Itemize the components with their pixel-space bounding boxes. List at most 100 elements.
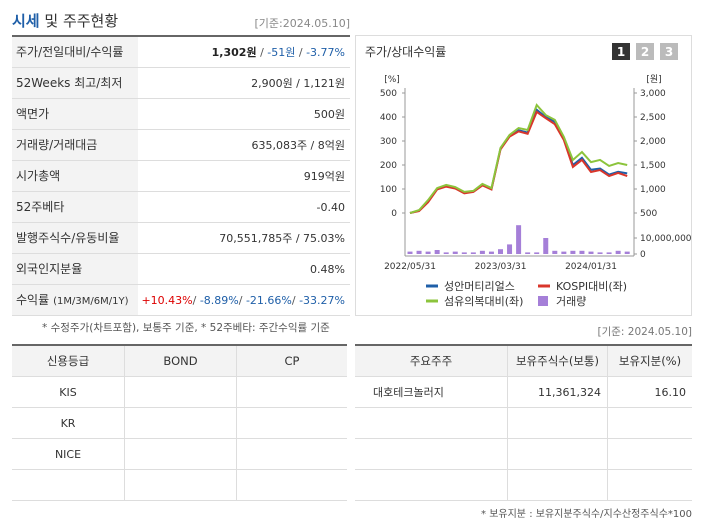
label: 52주베타 xyxy=(16,200,65,214)
footer: * 보유지분 : 보유지분주식수/지수산정주식수*100 xyxy=(481,509,692,520)
table-cell xyxy=(607,439,692,470)
row-value: -0.40 xyxy=(138,192,350,223)
label: 52Weeks 최고/최저 xyxy=(16,76,123,90)
label-note: (1M/3M/6M/1Y) xyxy=(53,296,129,307)
value-part: / xyxy=(256,46,268,59)
y2-tick-label: 2,000 xyxy=(640,137,666,147)
volume-bar xyxy=(552,250,558,254)
x-tick-label: 2024/01/31 xyxy=(565,262,617,272)
tab-label: 1 xyxy=(617,45,625,59)
volume-bar xyxy=(543,238,549,254)
value-part: 635,083주 / 8억원 xyxy=(251,139,345,152)
row-label: 수익률 (1M/3M/6M/1Y) xyxy=(12,285,138,316)
volume-bar xyxy=(488,251,494,254)
value-part: / xyxy=(295,46,307,59)
table-header: 보유주식수(보통) xyxy=(507,346,607,377)
label: 발행주식수/유동비율 xyxy=(16,231,120,245)
table-cell xyxy=(607,470,692,501)
label: 수익률 xyxy=(16,293,50,307)
value-part: / xyxy=(238,294,246,307)
value-part: -0.40 xyxy=(316,201,345,214)
y3-tick-label: 10,000,000 xyxy=(640,234,692,244)
row-value: 70,551,785주 / 75.03% xyxy=(138,223,350,254)
date: [기준:2024.05.10] xyxy=(254,17,350,30)
chart-title: 주가/상대수익률 xyxy=(365,45,446,59)
x-tick-label: 2022/05/31 xyxy=(384,262,436,272)
tab[interactable] xyxy=(660,43,678,60)
value-part: 0.48% xyxy=(310,263,345,276)
row-label: 거래량/거래대금 xyxy=(12,130,138,161)
value-part: 919억원 xyxy=(303,170,345,183)
row-label: 액면가 xyxy=(12,99,138,130)
value-part: +10.43% xyxy=(141,294,193,307)
y2-tick-label: 1,500 xyxy=(640,161,666,171)
volume-bar xyxy=(425,251,431,254)
value-part: -33.27% xyxy=(299,294,345,307)
label: 외국인지분율 xyxy=(16,262,83,276)
chart-panel xyxy=(355,35,692,316)
y2-axis-label: [원] xyxy=(646,74,661,85)
y2-tick-label: 1,000 xyxy=(640,185,666,195)
row-label: 52주베타 xyxy=(12,192,138,223)
value-part: 70,551,785주 / 75.03% xyxy=(219,232,345,245)
table-cell xyxy=(355,408,507,439)
y-tick-label: 0 xyxy=(391,209,397,219)
row-label: 발행주식수/유동비율 xyxy=(12,223,138,254)
legend-label: 성안머티리얼스 xyxy=(444,279,515,293)
volume-bar xyxy=(588,251,594,254)
volume-bar xyxy=(470,252,476,254)
table-cell xyxy=(507,439,607,470)
y-tick-label: 400 xyxy=(380,113,397,123)
volume-bar xyxy=(479,250,485,254)
y2-tick-label: 3,000 xyxy=(640,89,666,99)
y2-tick-label: 2,500 xyxy=(640,113,666,123)
label: 액면가 xyxy=(16,107,50,121)
note: * 수정주가(차트포함), 보통주 기준, * 52주베타: 주간수익률 기준 xyxy=(42,322,330,334)
volume-bar xyxy=(443,252,449,254)
volume-bar xyxy=(461,252,467,254)
value-part: -3.77% xyxy=(306,46,345,59)
table-top xyxy=(12,344,347,346)
table-cell xyxy=(236,408,347,439)
y-tick-label: 200 xyxy=(380,161,397,171)
table-cell xyxy=(124,470,236,501)
label: 시가총액 xyxy=(16,169,61,183)
table-cell xyxy=(507,408,607,439)
table-cell: 16.10 xyxy=(607,377,692,408)
tab[interactable] xyxy=(636,43,654,60)
row-label: 52Weeks 최고/최저 xyxy=(12,68,138,99)
volume-bar xyxy=(561,251,567,254)
label: 거래량/거래대금 xyxy=(16,138,98,152)
y-axis-label: [%] xyxy=(384,75,400,85)
table-header: BOND xyxy=(124,346,236,377)
tab-label: 3 xyxy=(665,45,673,59)
table-cell xyxy=(124,439,236,470)
rule xyxy=(12,35,350,37)
legend-label: 섬유의복대비(좌) xyxy=(444,295,523,308)
note-date: [기준: 2024.05.10] xyxy=(597,326,692,338)
volume-bar xyxy=(615,250,621,254)
table-header: 주요주주 xyxy=(355,346,507,377)
volume-bar xyxy=(516,225,522,254)
volume-bar xyxy=(416,250,422,254)
value-part: / xyxy=(291,294,300,307)
tab-label: 2 xyxy=(641,45,649,59)
table-cell xyxy=(236,439,347,470)
value-part: / xyxy=(192,294,200,307)
value-part: 2,900원 / 1,121원 xyxy=(251,77,345,90)
y2-tick-label: 500 xyxy=(640,209,657,219)
volume-bar xyxy=(579,250,585,254)
table-header: 보유지분(%) xyxy=(607,346,692,377)
volume-bar xyxy=(434,250,440,254)
table-cell xyxy=(355,439,507,470)
row-label: 외국인지분율 xyxy=(12,254,138,285)
series-line xyxy=(409,110,628,214)
volume-bar xyxy=(407,251,413,254)
tab[interactable] xyxy=(612,43,630,60)
row-value: +10.43%/ -8.89%/ -21.66%/ -33.27% xyxy=(138,285,350,316)
row-label: 시가총액 xyxy=(12,161,138,192)
value-part: -8.89% xyxy=(199,294,239,307)
legend-label: 거래량 xyxy=(556,295,586,308)
